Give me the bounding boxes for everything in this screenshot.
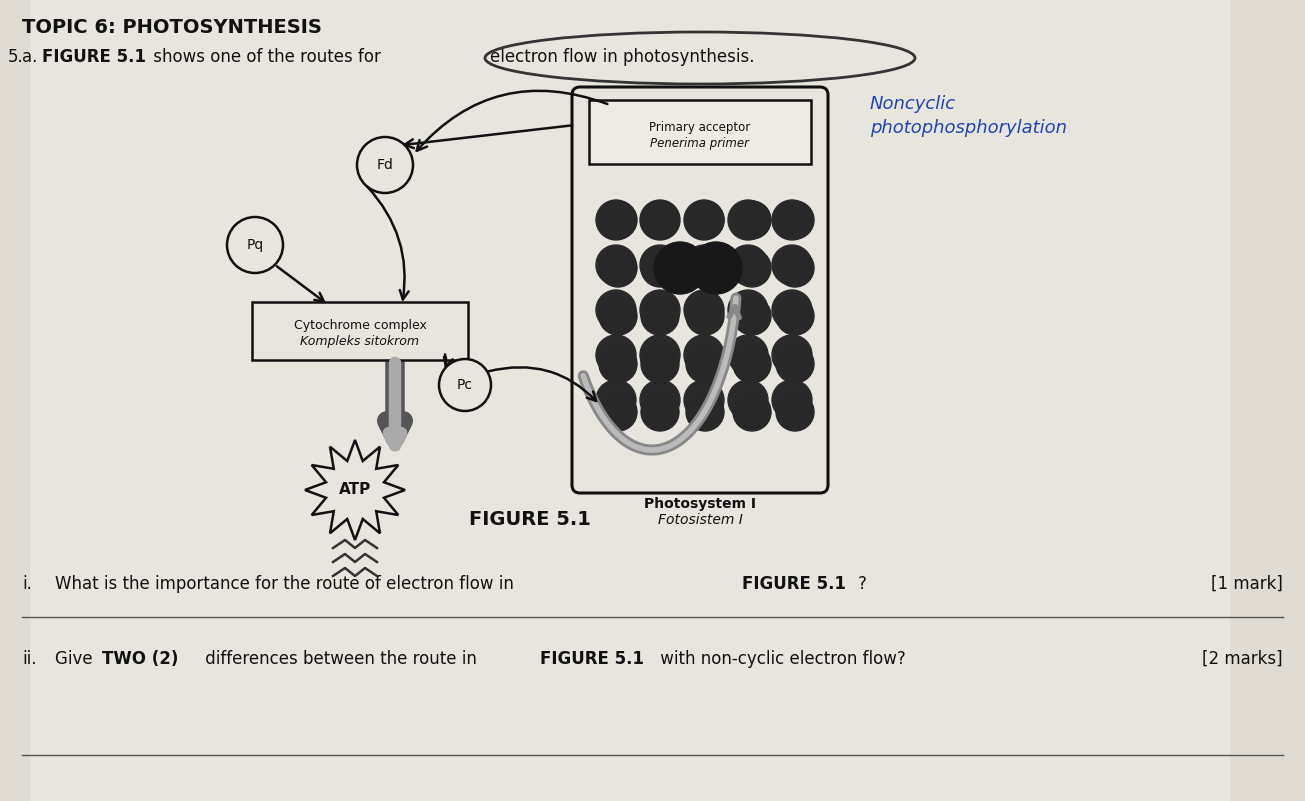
Circle shape <box>639 200 680 240</box>
Circle shape <box>773 245 812 285</box>
Circle shape <box>733 297 771 335</box>
Circle shape <box>728 200 769 240</box>
Text: Noncyclic
photophosphorylation: Noncyclic photophosphorylation <box>870 95 1067 137</box>
Circle shape <box>733 345 771 383</box>
FancyBboxPatch shape <box>572 87 827 493</box>
Circle shape <box>684 290 724 330</box>
Circle shape <box>686 345 724 383</box>
Text: TOPIC 6: PHOTOSYNTHESIS: TOPIC 6: PHOTOSYNTHESIS <box>22 18 322 37</box>
Text: Fotosistem I: Fotosistem I <box>658 513 743 527</box>
Circle shape <box>733 249 771 287</box>
Text: i.: i. <box>22 575 31 593</box>
Text: FIGURE 5.1: FIGURE 5.1 <box>540 650 643 668</box>
Circle shape <box>599 345 637 383</box>
Text: Pc: Pc <box>457 378 472 392</box>
Text: with non-cyclic electron flow?: with non-cyclic electron flow? <box>655 650 906 668</box>
Circle shape <box>654 242 706 294</box>
Circle shape <box>684 245 724 285</box>
Text: electron flow in photosynthesis.: electron flow in photosynthesis. <box>489 48 754 66</box>
Circle shape <box>776 297 814 335</box>
Text: Give: Give <box>55 650 98 668</box>
Text: Photosystem I: Photosystem I <box>643 497 756 511</box>
Circle shape <box>639 245 680 285</box>
Text: FIGURE 5.1: FIGURE 5.1 <box>42 48 146 66</box>
Text: [1 mark]: [1 mark] <box>1211 575 1283 593</box>
Text: Fd: Fd <box>377 158 393 172</box>
Circle shape <box>728 245 769 285</box>
Circle shape <box>690 242 743 294</box>
Circle shape <box>776 201 814 239</box>
Circle shape <box>684 200 724 240</box>
Text: ?: ? <box>857 575 867 593</box>
Text: FIGURE 5.1: FIGURE 5.1 <box>743 575 846 593</box>
Text: ii.: ii. <box>22 650 37 668</box>
Circle shape <box>686 249 724 287</box>
Circle shape <box>596 290 636 330</box>
Circle shape <box>227 217 283 273</box>
Text: differences between the route in: differences between the route in <box>200 650 482 668</box>
Circle shape <box>596 245 636 285</box>
Circle shape <box>686 201 724 239</box>
Circle shape <box>438 359 491 411</box>
Circle shape <box>641 345 679 383</box>
Circle shape <box>641 249 679 287</box>
Circle shape <box>686 297 724 335</box>
Text: TWO (2): TWO (2) <box>102 650 179 668</box>
Circle shape <box>358 137 412 193</box>
Circle shape <box>728 335 769 375</box>
Circle shape <box>596 200 636 240</box>
Text: FIGURE 5.1: FIGURE 5.1 <box>468 510 591 529</box>
Circle shape <box>639 335 680 375</box>
Circle shape <box>596 380 636 420</box>
Text: Kompleks sitokrom: Kompleks sitokrom <box>300 335 419 348</box>
Circle shape <box>599 201 637 239</box>
Circle shape <box>639 290 680 330</box>
Polygon shape <box>305 440 405 540</box>
Circle shape <box>599 297 637 335</box>
Text: Pq: Pq <box>247 238 264 252</box>
Text: [2 marks]: [2 marks] <box>1202 650 1283 668</box>
Circle shape <box>728 380 769 420</box>
Text: What is the importance for the route of electron flow in: What is the importance for the route of … <box>55 575 519 593</box>
Text: 5.: 5. <box>8 48 23 66</box>
Circle shape <box>684 335 724 375</box>
Circle shape <box>776 345 814 383</box>
Circle shape <box>596 335 636 375</box>
Circle shape <box>733 201 771 239</box>
Circle shape <box>639 380 680 420</box>
Circle shape <box>776 393 814 431</box>
Circle shape <box>599 249 637 287</box>
Circle shape <box>641 201 679 239</box>
Circle shape <box>773 200 812 240</box>
Circle shape <box>641 297 679 335</box>
Circle shape <box>773 380 812 420</box>
Text: Penerima primer: Penerima primer <box>650 138 749 151</box>
Text: Primary acceptor: Primary acceptor <box>650 122 750 135</box>
Circle shape <box>599 393 637 431</box>
Text: a.: a. <box>22 48 43 66</box>
Text: Cytochrome complex: Cytochrome complex <box>294 319 427 332</box>
Text: shows one of the routes for: shows one of the routes for <box>147 48 386 66</box>
Circle shape <box>641 393 679 431</box>
Circle shape <box>773 290 812 330</box>
Text: ATP: ATP <box>339 482 371 497</box>
Circle shape <box>773 335 812 375</box>
FancyBboxPatch shape <box>252 302 468 360</box>
Circle shape <box>776 249 814 287</box>
Circle shape <box>728 290 769 330</box>
Circle shape <box>686 393 724 431</box>
Circle shape <box>684 380 724 420</box>
Circle shape <box>733 393 771 431</box>
FancyBboxPatch shape <box>589 100 810 164</box>
